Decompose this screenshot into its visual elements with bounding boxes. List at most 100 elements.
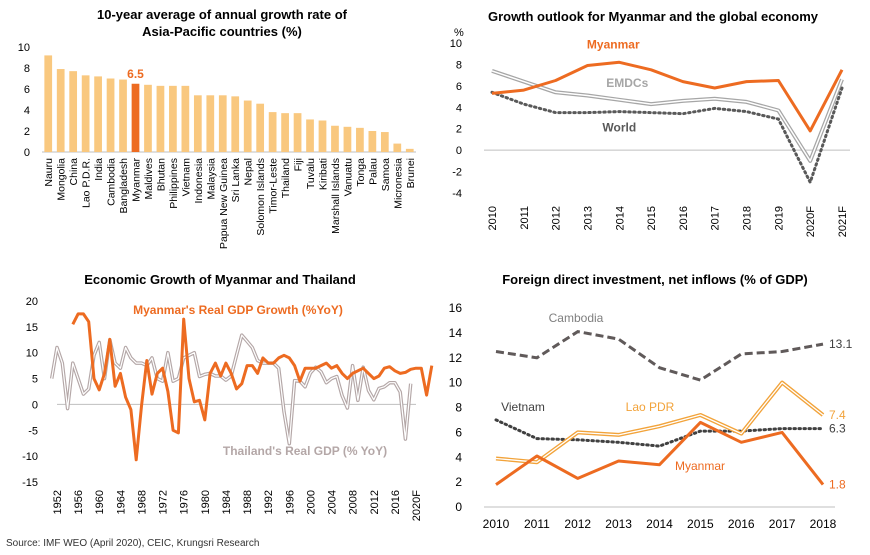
x-tick-label: 2016 (390, 490, 402, 514)
y-tick-label: 6 (24, 84, 30, 96)
x-tick-label: 2015 (646, 206, 658, 230)
bar (368, 131, 377, 152)
chart-title: Economic Growth of Myanmar and Thailand (84, 272, 356, 287)
x-tick-label: 2013 (605, 517, 632, 531)
end-label-cambodia: 13.1 (829, 337, 853, 351)
x-tick-label: Vietnam (180, 158, 192, 197)
y-tick-label: 12 (449, 351, 463, 365)
end-label-vietnam: 6.3 (829, 422, 846, 436)
series-label-emdcs: EMDCs (606, 76, 648, 90)
chart-title-line-1: 10-year average of annual growth rate of (97, 7, 348, 22)
x-tick-label: Bhutan (155, 158, 167, 191)
x-tick-label: Palau (367, 158, 379, 185)
x-tick-label: 1956 (73, 490, 85, 514)
bar (181, 85, 190, 152)
x-tick-label: 2012 (551, 206, 563, 230)
y-tick-label: 10 (26, 348, 38, 360)
x-tick-label: 2014 (646, 517, 673, 531)
y-tick-label: 8 (455, 401, 462, 415)
x-tick-label: Tuvalu (305, 158, 317, 189)
bar (343, 126, 352, 152)
bar (156, 85, 165, 152)
y-tick-label: 14 (449, 326, 463, 340)
y-tick-label: -2 (452, 167, 462, 179)
series-label-lao: Lao PDR (626, 400, 675, 414)
x-tick-label: Mongolia (56, 158, 68, 201)
x-tick-label: 2000 (305, 490, 317, 514)
bar (380, 132, 389, 152)
x-tick-label: Vanuatu (342, 158, 354, 196)
x-tick-label: 2018 (742, 206, 754, 230)
x-tick-label: Myanmar (131, 158, 143, 202)
series-label-vietnam: Vietnam (501, 400, 545, 414)
fdi-chart-svg: Foreign direct investment, net inflows (… (449, 272, 853, 531)
y-tick-label: 16 (449, 301, 463, 315)
x-tick-label: 2018 (810, 517, 837, 531)
series-line-cambodia (495, 330, 824, 382)
y-tick-label: -15 (22, 477, 38, 489)
bar (243, 100, 252, 152)
series-line-lao-outer (495, 380, 825, 465)
y-tick-label: 0 (32, 399, 38, 411)
y-tick-label: 2 (455, 475, 462, 489)
bar (144, 84, 152, 152)
y-tick-label: -4 (452, 188, 462, 200)
y-tick-label: 2 (456, 124, 462, 136)
y-tick-label: 0 (456, 145, 462, 157)
series-line-world (490, 86, 844, 187)
x-tick-label: Fiji (293, 158, 305, 171)
annotation-myanmar: Myanmar's Real GDP Growth (%YoY) (133, 303, 343, 317)
y-tick-label: 2 (24, 126, 30, 138)
x-tick-label: 2004 (327, 490, 339, 514)
x-tick-label: 2020F (805, 206, 817, 237)
x-tick-label: India (93, 158, 105, 181)
bar (268, 112, 277, 152)
bar (169, 85, 177, 152)
x-tick-label: China (68, 158, 80, 186)
x-tick-label: 1980 (200, 490, 212, 514)
x-tick-label: 2011 (519, 206, 531, 230)
x-tick-label: Sri Lanka (230, 158, 242, 203)
x-tick-label: 2008 (348, 490, 360, 514)
series-line-myanmar (71, 312, 434, 462)
y-tick-label: -10 (22, 451, 38, 463)
y-tick-label: 0 (455, 500, 462, 514)
series-label-myanmar: Myanmar (675, 459, 725, 473)
data-label-myanmar: 6.5 (127, 67, 144, 81)
x-tick-label: 2010 (483, 517, 510, 531)
x-tick-label: Timor-Leste (268, 158, 280, 214)
bar-myanmar (131, 83, 140, 152)
x-tick-label: 2012 (564, 517, 591, 531)
x-tick-label: 1984 (221, 490, 233, 514)
bar (393, 143, 402, 152)
x-tick-label: 2017 (769, 517, 796, 531)
y-tick-label: 10 (449, 376, 463, 390)
source-note: Source: IMF WEO (April 2020), CEIC, Krun… (6, 538, 260, 549)
chart-title-line-2: Asia-Pacific countries (%) (142, 24, 302, 39)
end-label-lao: 7.4 (829, 408, 846, 422)
x-tick-label: Malaysia (205, 158, 217, 200)
series-line-myanmar (491, 60, 844, 133)
chart-title: Foreign direct investment, net inflows (… (502, 272, 808, 287)
chart-title: Growth outlook for Myanmar and the globa… (488, 9, 819, 24)
y-tick-label: 5 (32, 374, 38, 386)
x-tick-label: 1968 (136, 490, 148, 514)
x-tick-label: Bangladesh (118, 158, 130, 214)
bar-chart-svg: 10-year average of annual growth rate of… (18, 7, 417, 249)
bar (218, 95, 227, 152)
y-tick-label: 4 (455, 450, 462, 464)
end-label-myanmar: 1.8 (829, 478, 846, 492)
y-tick-label: 4 (24, 105, 30, 117)
x-tick-label: Nauru (43, 158, 55, 187)
x-tick-label: Maldives (143, 158, 155, 199)
x-tick-label: 1972 (158, 490, 170, 514)
bar (193, 95, 202, 152)
series-line-lao-inner (495, 381, 824, 463)
x-tick-label: 2020F (411, 490, 423, 521)
chart-fdi-inflows: Foreign direct investment, net inflows (… (440, 270, 870, 535)
bar (231, 96, 240, 152)
x-tick-label: Indonesia (193, 158, 205, 204)
x-tick-label: 1996 (284, 490, 296, 514)
x-tick-label: Micronesia (392, 158, 404, 209)
x-tick-label: 2013 (582, 206, 594, 230)
